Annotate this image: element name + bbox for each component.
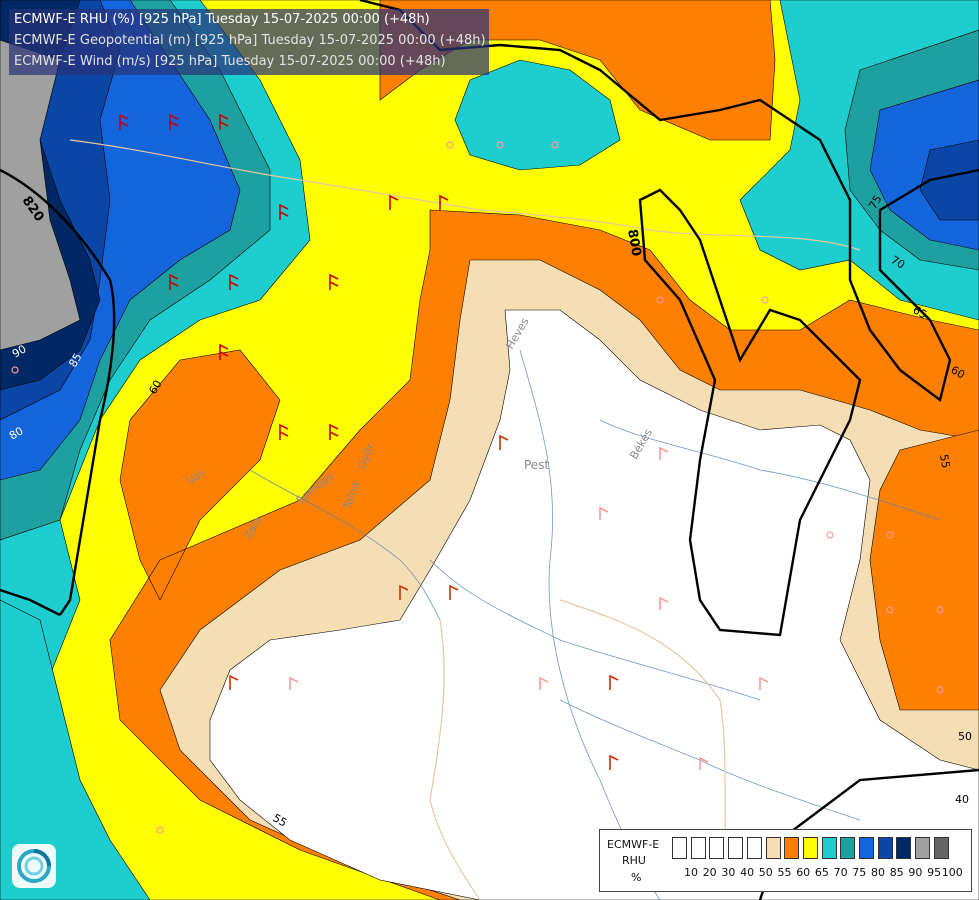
- legend-tick: 75: [852, 866, 867, 879]
- rhu-label-75: 75: [866, 193, 884, 212]
- legend-tick: 65: [814, 866, 829, 879]
- logo: [12, 844, 56, 888]
- legend-tick: 85: [889, 866, 904, 879]
- legend-tick: 80: [871, 866, 885, 879]
- legend-tick: 30: [721, 866, 736, 879]
- legend-swatch: [877, 837, 893, 859]
- rhu-band-60-east: [869, 429, 979, 711]
- rhu-label-70: 70: [889, 253, 908, 271]
- rhu-band-70-southwest: [0, 599, 151, 900]
- legend-swatch: [896, 837, 912, 859]
- legend-tick: 10: [684, 866, 698, 879]
- legend: ECMWF-E RHU % 10 20 30 40 50 55 60 65 70 75 80 85 90…: [599, 829, 972, 892]
- legend-swatch: [709, 837, 725, 859]
- legend-swatch: [915, 837, 931, 859]
- rhu-label-85: 85: [66, 351, 84, 370]
- title-rhu: ECMWF-E RHU (%) [925 hPa] Tuesday 15-07-…: [14, 12, 430, 27]
- rhu-band-50-interior: [209, 309, 979, 900]
- title-geopotential: ECMWF-E Geopotential (m) [925 hPa] Tuesd…: [14, 33, 486, 48]
- legend-swatch: [840, 837, 856, 859]
- legend-tick: 55: [777, 866, 792, 879]
- rhu-label-60-east: 60: [949, 363, 968, 381]
- legend-swatch: [802, 837, 818, 859]
- wind-barbs: [119, 113, 769, 770]
- legend-swatch: [728, 837, 744, 859]
- legend-swatch: [672, 837, 687, 859]
- legend-swatch: [765, 837, 781, 859]
- title-box: ECMWF-E RHU (%) [925 hPa] Tuesday 15-07-…: [9, 9, 489, 75]
- rhu-label-80: 80: [7, 424, 26, 442]
- legend-swatch: [746, 837, 762, 859]
- legend-tick: 20: [702, 866, 717, 879]
- borders: [69, 139, 861, 900]
- legend-tick: 40: [740, 866, 755, 879]
- legend-unit: %: [631, 871, 642, 884]
- legend-tick: 60: [796, 866, 811, 879]
- rhu-band-70-north: [454, 59, 621, 171]
- legend-swatch: [821, 837, 837, 859]
- rhu-label-40: 40: [955, 793, 969, 806]
- legend-variable: RHU: [622, 854, 646, 867]
- legend-tick: 100: [941, 866, 963, 879]
- legend-tick: 70: [833, 866, 848, 879]
- rhu-band-85-east: [919, 139, 979, 221]
- legend-swatch: [933, 837, 949, 859]
- legend-swatch: [784, 837, 800, 859]
- rhu-label-55-east: 55: [937, 453, 952, 469]
- logo-icon: [17, 849, 51, 883]
- place-label-pest: Pest: [524, 458, 549, 472]
- rhu-band-95-west: [0, 39, 81, 351]
- rhu-label-60-west: 60: [146, 378, 164, 397]
- rhu-label-55-south: 55: [271, 811, 290, 829]
- legend-tick: 95: [927, 866, 942, 879]
- calm-wind-markers: [11, 141, 944, 834]
- legend-source: ECMWF-E: [607, 838, 660, 851]
- legend-tick: 50: [758, 866, 773, 879]
- title-wind: ECMWF-E Wind (m/s) [925 hPa] Tuesday 15-…: [14, 54, 446, 69]
- geopotential-label-800: 800: [624, 228, 643, 257]
- legend-swatch: [859, 837, 874, 859]
- rhu-label-65: 65: [911, 303, 930, 321]
- legend-tick: 90: [908, 866, 923, 879]
- legend-swatch: [690, 837, 706, 859]
- rhu-label-90: 90: [10, 342, 29, 360]
- rhu-label-50: 50: [958, 730, 972, 743]
